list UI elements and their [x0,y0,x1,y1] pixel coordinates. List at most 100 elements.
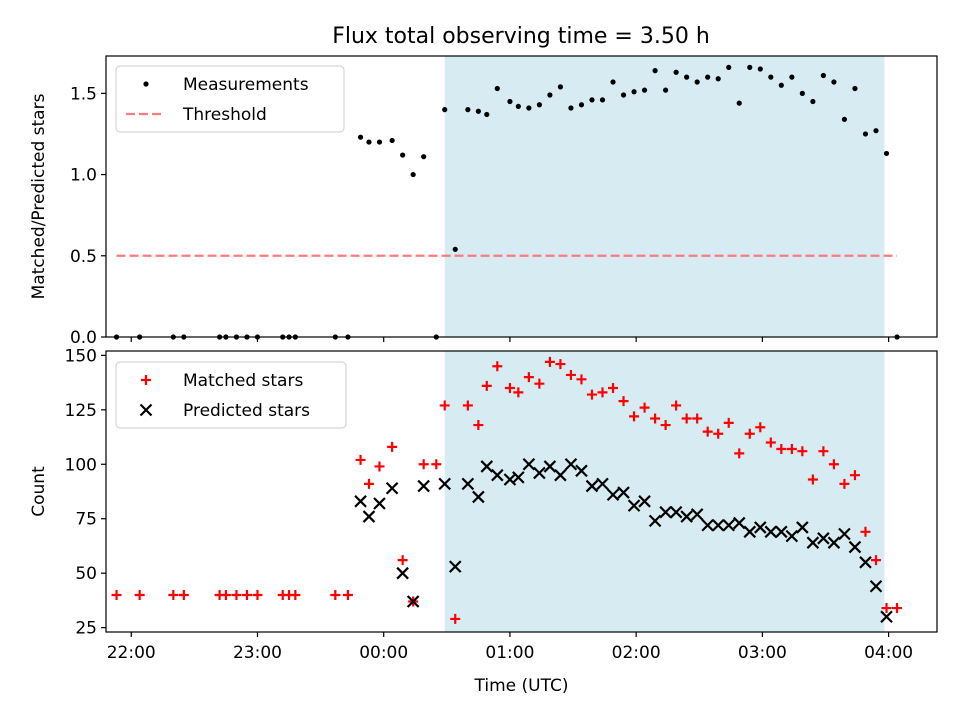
data-point [715,76,721,82]
data-point [586,389,597,400]
data-point [480,460,494,473]
data-point [362,510,376,523]
y-tick-label: 25 [75,619,97,639]
legend-box [115,65,345,133]
data-point [785,529,799,543]
data-point [461,477,475,491]
data-point [450,613,461,624]
data-point [576,374,587,385]
data-point [671,400,682,411]
data-point [421,154,427,160]
data-point [722,518,736,532]
data-point [789,74,795,80]
data-point [465,107,471,113]
data-point [472,490,485,504]
data-point [439,400,450,411]
data-point [757,66,763,72]
data-point [799,90,805,96]
y-tick-label: 125 [65,401,97,421]
data-point [608,383,619,394]
data-point [873,128,879,134]
x-axis-label: Time (UTC) [474,676,569,696]
observing-span-shade [444,351,885,632]
legend-label: Measurements [183,75,309,95]
data-point [694,79,700,85]
data-point [418,459,429,470]
data-point [554,468,567,482]
data-point [726,64,732,70]
data-point [618,396,629,407]
data-point [597,387,608,398]
x-tick-label: 04:00 [864,643,913,663]
data-point [652,68,658,74]
data-point [513,387,524,398]
data-point [241,589,252,600]
data-point [639,402,650,413]
data-point [765,437,776,448]
data-point [515,103,521,109]
data-point [596,477,609,491]
data-point [817,532,830,545]
data-point [680,510,693,523]
data-point [776,444,787,455]
data-point [442,107,448,113]
data-point [438,477,451,491]
data-point [178,589,189,600]
data-point [807,474,818,485]
data-point [431,459,442,470]
data-point [806,536,820,549]
data-point [481,380,492,391]
data-point [555,359,566,370]
data-point [376,139,383,145]
data-point [606,488,620,502]
data-point [565,369,576,380]
x-tick-label: 02:00 [612,643,661,663]
data-point [512,471,525,484]
y-tick-label: 1.5 [70,84,97,104]
data-point [768,74,774,80]
bottom-panel: 25 50 75 100 125 150 22:00 23:00 00:00 01:00 02:00… [29,346,938,696]
data-point [860,526,871,537]
y-tick-label: 0.0 [70,328,97,348]
data-point [852,85,858,92]
data-point [252,589,263,600]
data-point [473,420,484,431]
y-axis-label: Count [29,466,49,517]
legend-swatch [141,375,151,385]
data-point [841,116,848,122]
data-point [701,518,714,532]
data-point [330,589,341,600]
y-tick-label: 100 [65,455,97,475]
y-tick-label: 75 [75,510,97,530]
data-point [681,413,692,424]
data-point [883,150,890,157]
top-panel: 0.0 0.5 1.0 1.5 Matched/Predicted stars Measu… [29,55,938,348]
data-point [797,446,808,457]
data-point [848,540,862,554]
y-tick-label: 1.0 [70,166,97,186]
data-point [599,97,606,103]
x-tick-label: 22:00 [107,643,156,663]
data-point [452,246,458,252]
data-point [396,566,409,580]
data-point [711,518,725,532]
y-axis-label: Matched/Predicted stars [29,93,49,299]
data-point [755,422,766,433]
data-point [374,461,385,472]
data-point [522,457,536,471]
data-point [648,514,662,528]
data-point [659,505,672,519]
data-point [641,87,648,93]
data-point [355,454,366,465]
data-point [536,102,542,108]
data-point [629,411,640,422]
data-point [526,105,532,111]
data-point [818,446,829,457]
y-tick-label: 0.5 [70,247,97,267]
data-point [638,495,651,508]
data-point [534,378,545,389]
data-point [862,131,869,137]
y-tick-label: 50 [75,564,97,584]
data-point [838,527,851,541]
data-point [775,525,788,539]
